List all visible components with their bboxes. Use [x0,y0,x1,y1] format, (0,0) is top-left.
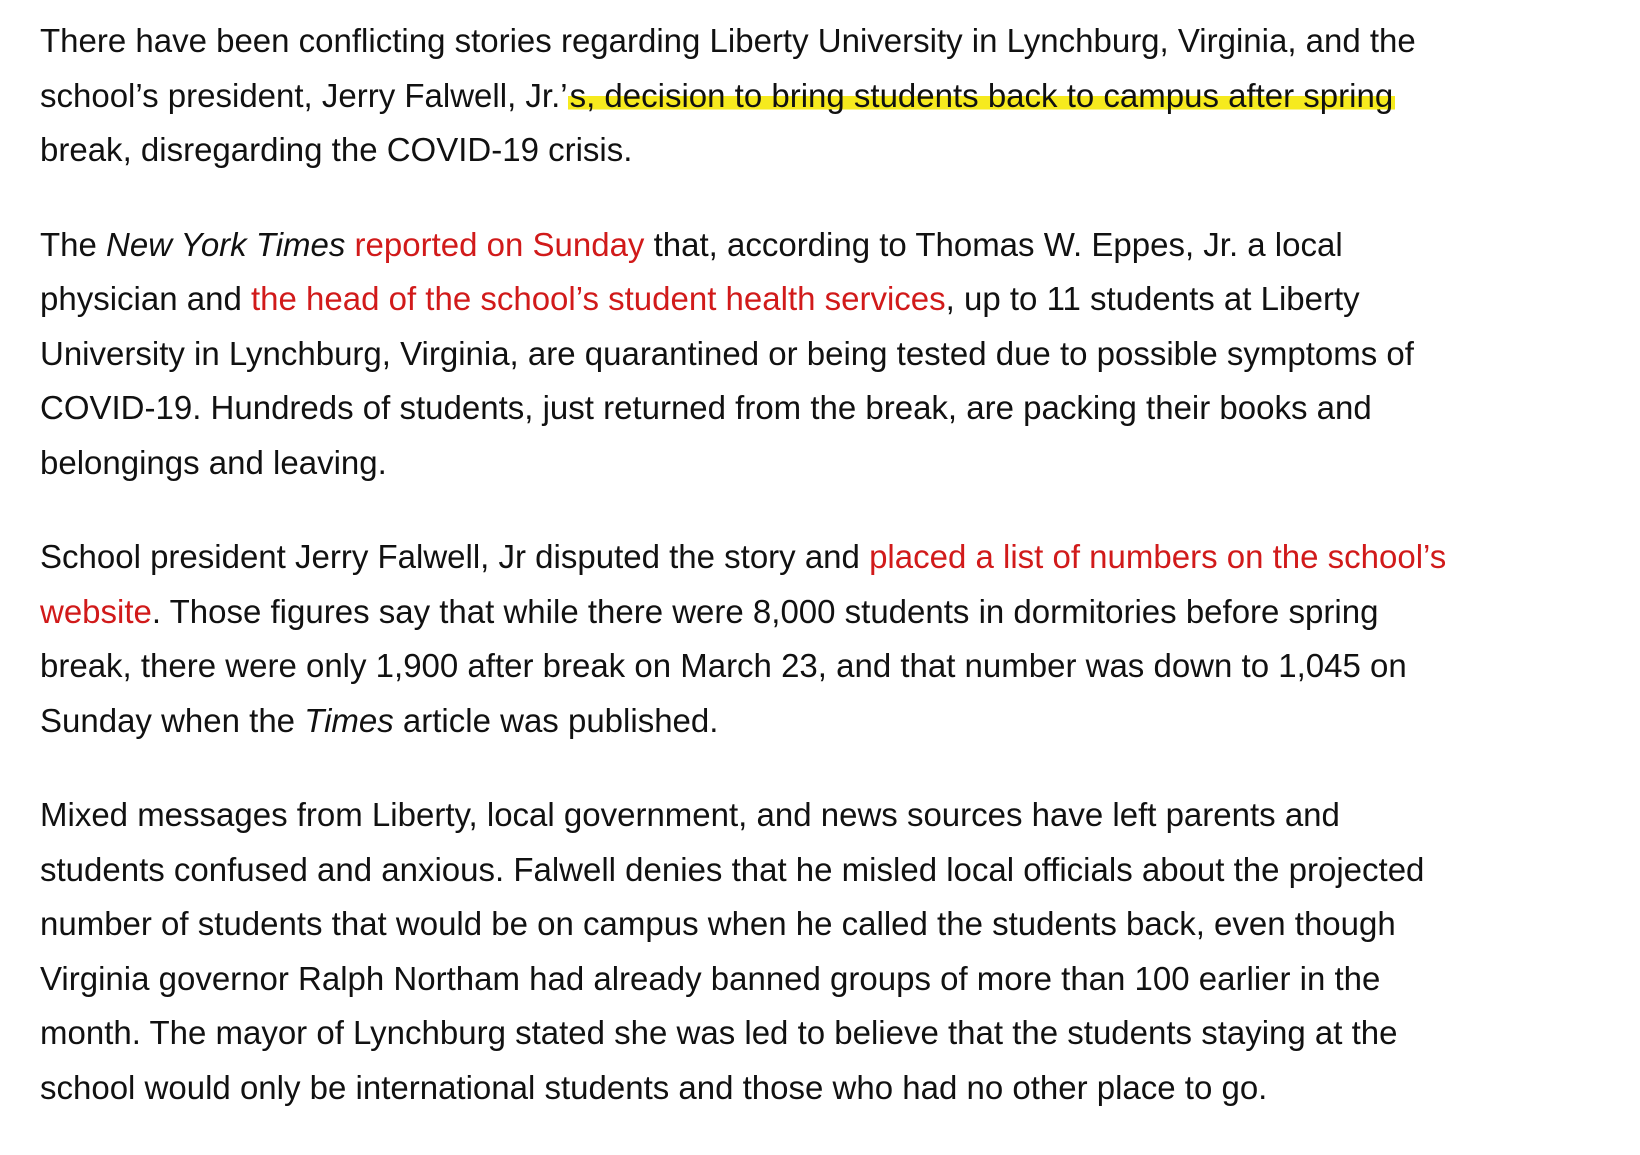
text: There have been conflicting stories rega… [40,22,1416,59]
text: The [40,225,107,263]
text: and that number was down to 1,045 on [826,647,1407,684]
reported-on-sunday-link[interactable]: reported on Sunday [345,225,645,263]
paragraph-4-line-6: school would only be international stude… [40,1061,1625,1116]
paragraph-3: School president Jerry Falwell, Jr dispu… [40,530,1625,748]
paragraph-3-line-4: Sunday when the Times article was publis… [40,694,1625,749]
text: article was published. [393,701,719,739]
text: Virginia governor Ralph Northam had alre… [40,959,1381,997]
paragraph-2-line-4: COVID-19. Hundreds of students, just ret… [40,381,1625,436]
text: school would only be international stude… [40,1068,1268,1106]
paragraph-3-line-3: break, there were only 1,900 after break… [40,639,1625,694]
paragraph-4-line-3: number of students that would be on camp… [40,897,1625,952]
paragraph-2-line-2: physician and the head of the school’s s… [40,272,1625,327]
yellow-highlight: break [40,131,123,168]
text: . Those figures say that while there wer… [151,592,1379,630]
paragraph-3-line-2: website. Those figures say that while th… [40,585,1625,640]
article-body: There have been conflicting stories rega… [40,14,1625,1155]
paragraph-2-line-5: belongings and leaving. [40,436,1625,491]
website-link[interactable]: website [40,592,152,630]
text: students confused and anxious. Falwell d… [40,850,1425,888]
paragraph-4-line-4: Virginia governor Ralph Northam had alre… [40,952,1625,1007]
paragraph-1-line-1: There have been conflicting stories rega… [40,14,1625,69]
text: University in Lynchburg, Virginia, are q… [40,334,1414,372]
paragraph-2: The New York Times reported on Sunday th… [40,218,1625,491]
text: Sunday when the [40,701,305,739]
list-of-numbers-link[interactable]: placed a list of numbers on the school’s [869,538,1447,575]
paragraph-3-line-1: School president Jerry Falwell, Jr dispu… [40,530,1625,585]
paragraph-4-line-5: month. The mayor of Lynchburg stated she… [40,1006,1625,1061]
yellow-highlight: s, decision to bring students back to ca… [567,76,1396,114]
paragraph-1: There have been conflicting stories rega… [40,14,1625,178]
text: month. The mayor of Lynchburg stated she… [40,1014,1398,1051]
paragraph-4-line-1: Mixed messages from Liberty, local gover… [40,788,1625,843]
paragraph-2-line-3: University in Lynchburg, Virginia, are q… [40,327,1625,382]
paragraph-4-line-2: students confused and anxious. Falwell d… [40,843,1625,898]
text: number of students that would be on camp… [40,905,1396,942]
paragraph-1-line-3: break, disregarding the COVID-19 crisis. [40,123,1625,178]
text: , up to 11 students at Liberty [945,280,1360,317]
yellow-underline-highlight: fter break on March 23, [485,647,827,684]
text: physician and [40,280,251,317]
text: COVID-19. Hundreds of students, just ret… [40,389,1372,426]
text: belongings and leaving. [40,443,387,481]
text: Mixed messages from Liberty, local gover… [40,796,1340,833]
paragraph-4: Mixed messages from Liberty, local gover… [40,788,1625,1115]
publication-name: Times [304,701,394,739]
text: School president Jerry Falwell, Jr dispu… [40,538,870,575]
text: break, there were only 1,900 a [40,647,486,684]
publication-name: New York Times [106,225,346,263]
student-health-services-link[interactable]: the head of the school’s student health … [250,280,946,317]
paragraph-2-line-1: The New York Times reported on Sunday th… [40,218,1625,273]
text: that, according to Thomas W. Eppes, Jr. … [644,225,1343,263]
paragraph-1-line-2: school’s president, Jerry Falwell, Jr.’s… [40,69,1625,124]
text: school’s president, Jerry Falwell, Jr.’ [40,76,568,114]
text: , disregarding the COVID-19 crisis. [122,131,633,168]
